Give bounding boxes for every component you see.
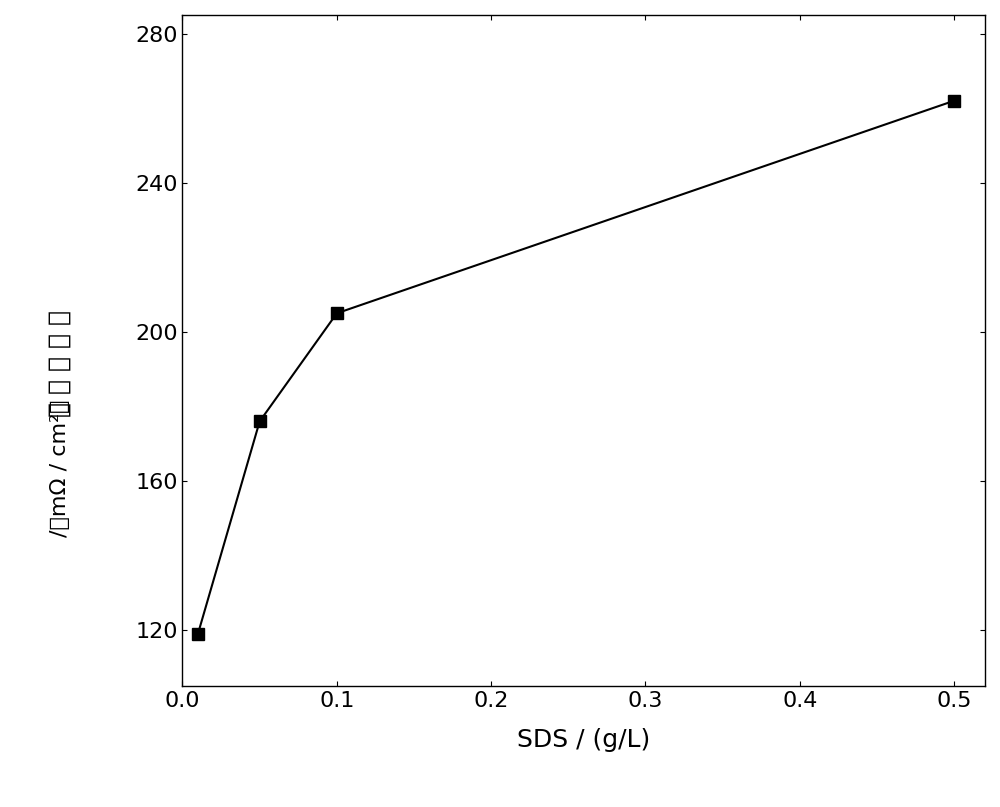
Text: /（mΩ / cm²）: /（mΩ / cm²） <box>50 399 70 537</box>
Text: 表 面 电 阻 率: 表 面 电 阻 率 <box>48 310 72 416</box>
X-axis label: SDS / (g/L): SDS / (g/L) <box>517 728 650 751</box>
